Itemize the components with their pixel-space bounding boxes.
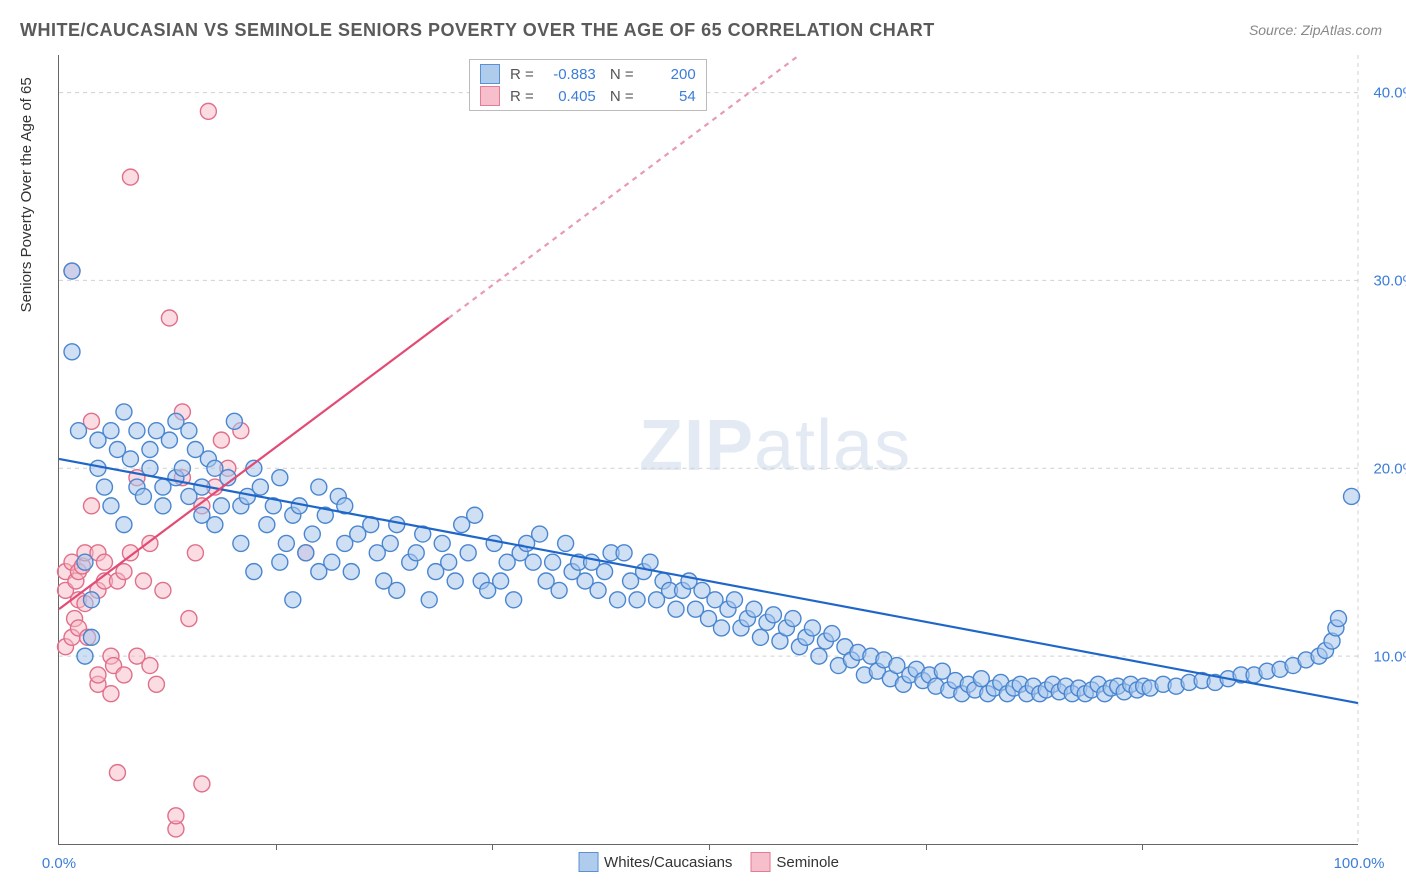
x-tick-mark <box>926 844 927 850</box>
source-attribution: Source: ZipAtlas.com <box>1249 22 1382 38</box>
n-label: N = <box>606 88 634 105</box>
y-axis-label: Seniors Poverty Over the Age of 65 <box>18 77 35 312</box>
r-label: R = <box>510 88 534 105</box>
legend-swatch-bottom-1 <box>578 852 598 872</box>
legend-label-2: Seminole <box>776 854 839 871</box>
x-tick-mark <box>1142 844 1143 850</box>
y-tick-label: 10.0% <box>1373 648 1406 665</box>
r-value-1: -0.883 <box>540 66 596 83</box>
x-tick-label: 0.0% <box>42 855 76 872</box>
x-tick-label: 100.0% <box>1334 855 1385 872</box>
legend-row-series-2: R = 0.405 N = 54 <box>480 86 696 106</box>
legend-item-2: Seminole <box>750 852 839 872</box>
x-tick-mark <box>492 844 493 850</box>
r-label: R = <box>510 66 534 83</box>
n-value-2: 54 <box>640 88 696 105</box>
chart-title: WHITE/CAUCASIAN VS SEMINOLE SENIORS POVE… <box>20 20 935 41</box>
legend-swatch-2 <box>480 86 500 106</box>
series-legend: Whites/Caucasians Seminole <box>578 852 839 872</box>
legend-item-1: Whites/Caucasians <box>578 852 732 872</box>
n-label: N = <box>606 66 634 83</box>
legend-swatch-bottom-2 <box>750 852 770 872</box>
y-tick-label: 20.0% <box>1373 460 1406 477</box>
legend-row-series-1: R = -0.883 N = 200 <box>480 64 696 84</box>
x-tick-mark <box>276 844 277 850</box>
y-tick-label: 40.0% <box>1373 84 1406 101</box>
n-value-1: 200 <box>640 66 696 83</box>
correlation-legend: R = -0.883 N = 200 R = 0.405 N = 54 <box>469 59 707 111</box>
r-value-2: 0.405 <box>540 88 596 105</box>
legend-swatch-1 <box>480 64 500 84</box>
legend-label-1: Whites/Caucasians <box>604 854 732 871</box>
plot-area: ZIPatlas 10.0%20.0%30.0%40.0%0.0%100.0% … <box>58 55 1358 845</box>
y-tick-label: 30.0% <box>1373 272 1406 289</box>
x-tick-mark <box>709 844 710 850</box>
chart-svg <box>59 55 1358 844</box>
